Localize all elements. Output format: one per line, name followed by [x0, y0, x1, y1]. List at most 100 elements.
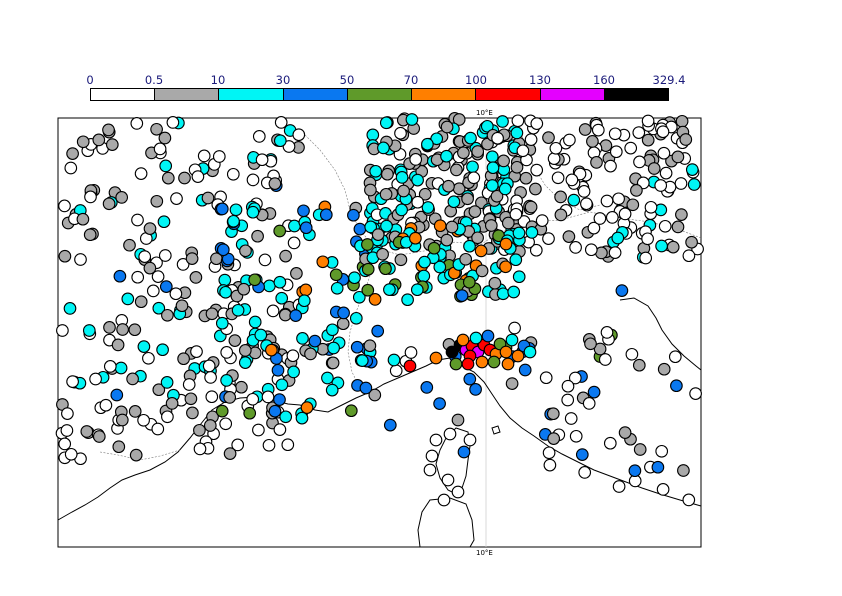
station-marker [237, 282, 251, 296]
station-marker [463, 433, 477, 447]
station-marker [403, 359, 417, 373]
station-marker [246, 173, 260, 187]
station-marker [511, 349, 525, 363]
station-marker [632, 358, 646, 372]
station-marker [289, 309, 303, 322]
station-marker [347, 208, 360, 222]
station-marker [178, 171, 191, 185]
station-marker [326, 323, 339, 337]
legend-label-6: 100 [465, 73, 487, 87]
station-marker [387, 353, 401, 367]
station-marker [510, 126, 524, 140]
station-marker [376, 247, 389, 261]
station-marker [469, 331, 483, 345]
station-marker [329, 268, 343, 282]
station-marker [66, 375, 79, 388]
station-marker [505, 333, 519, 347]
station-marker [326, 356, 340, 370]
station-marker [395, 203, 408, 217]
station-marker [60, 424, 74, 437]
station-marker [451, 485, 465, 499]
station-marker [153, 142, 167, 156]
station-marker [529, 243, 543, 257]
station-marker [389, 364, 403, 378]
station-marker [258, 253, 272, 267]
station-marker [103, 360, 117, 373]
station-marker [216, 243, 230, 257]
station-marker [519, 171, 533, 185]
station-marker [327, 341, 340, 355]
station-marker [512, 270, 526, 284]
station-marker [450, 163, 463, 177]
station-marker [229, 203, 243, 217]
station-marker [102, 197, 116, 211]
station-marker [275, 378, 289, 392]
station-marker [421, 201, 435, 214]
station-marker [130, 117, 144, 130]
station-marker [641, 232, 654, 246]
station-marker [193, 442, 207, 456]
station-marker [575, 448, 589, 461]
station-marker [186, 406, 199, 420]
station-marker [505, 377, 519, 390]
station-marker [535, 214, 549, 227]
station-marker [254, 328, 268, 342]
station-marker [274, 116, 288, 129]
station-marker [261, 390, 275, 404]
station-marker [590, 156, 603, 169]
station-marker [191, 170, 205, 183]
station-marker [410, 283, 424, 297]
station-marker [228, 334, 242, 347]
station-marker [469, 383, 482, 396]
station-marker [143, 261, 157, 275]
station-marker [379, 187, 393, 201]
station-marker [647, 162, 661, 175]
station-marker [215, 404, 229, 418]
station-marker [486, 161, 500, 175]
legend-label-8: 160 [593, 73, 615, 87]
station-marker [420, 381, 434, 394]
station-marker [480, 119, 494, 133]
station-marker [273, 275, 287, 289]
station-marker [456, 333, 470, 347]
station-marker [128, 405, 142, 418]
station-marker [497, 154, 510, 168]
station-marker [74, 253, 87, 266]
station-marker [461, 192, 474, 206]
station-marker [498, 182, 512, 196]
station-marker [58, 199, 71, 213]
station-marker [152, 383, 166, 397]
station-marker [248, 273, 262, 287]
station-marker [442, 179, 455, 193]
station-marker [593, 342, 607, 356]
station-marker [182, 378, 196, 391]
station-marker [427, 241, 441, 255]
station-marker [66, 147, 79, 160]
station-marker [539, 371, 553, 385]
station-marker [275, 291, 289, 305]
station-marker [205, 307, 219, 321]
station-marker [134, 167, 148, 180]
station-marker [598, 353, 612, 366]
station-marker [568, 371, 582, 385]
station-marker [670, 379, 683, 393]
station-marker [471, 231, 484, 245]
station-marker [554, 190, 567, 204]
station-marker [330, 281, 344, 295]
station-marker [411, 195, 425, 209]
station-marker [685, 163, 699, 176]
station-marker [569, 429, 583, 443]
station-marker [499, 260, 512, 274]
station-marker [447, 195, 461, 209]
station-marker [441, 473, 455, 487]
station-marker [271, 363, 285, 377]
station-marker [273, 224, 287, 238]
station-marker [518, 363, 532, 377]
station-marker [64, 161, 78, 175]
precipitation-legend: 0 0.5 10 30 50 70 100 130 160 329.4 [0, 0, 842, 110]
station-marker [657, 362, 671, 376]
station-marker [243, 406, 257, 420]
station-marker [184, 392, 198, 406]
station-marker [92, 430, 106, 443]
station-marker [554, 208, 568, 222]
